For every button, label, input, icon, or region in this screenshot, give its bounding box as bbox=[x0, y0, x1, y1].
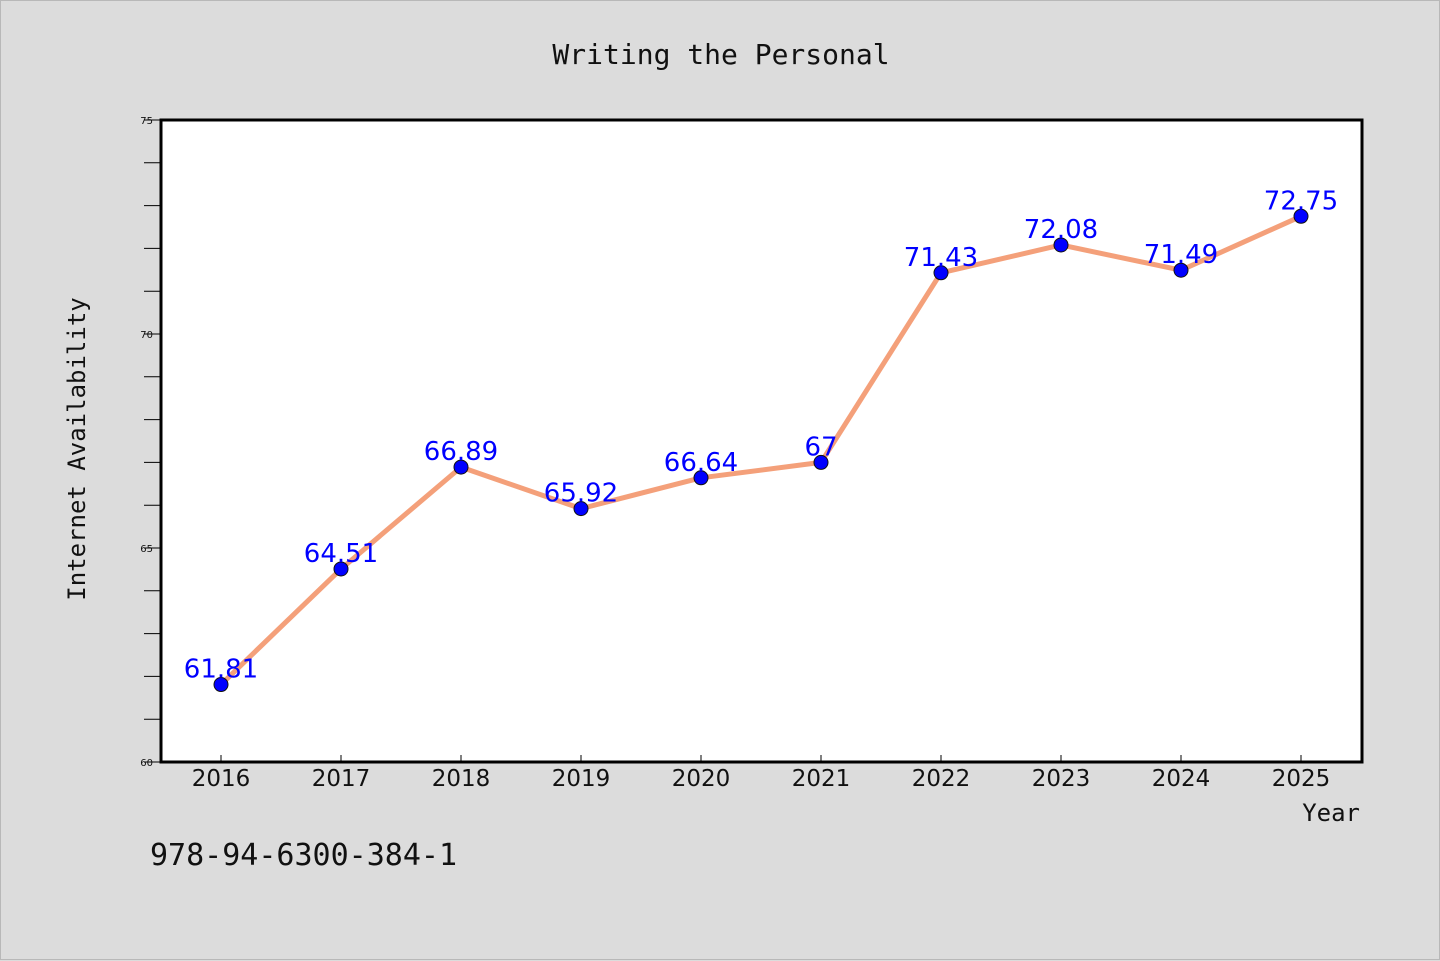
x-tick-label: 2019 bbox=[552, 766, 611, 792]
data-point bbox=[1293, 208, 1309, 224]
series-markers bbox=[213, 208, 1309, 693]
data-point bbox=[333, 561, 349, 577]
y-tick-label: 65 bbox=[140, 544, 153, 555]
data-point bbox=[1173, 262, 1189, 278]
x-axis-label: Year bbox=[1302, 799, 1360, 827]
x-tick-label: 2020 bbox=[672, 766, 731, 792]
y-tick-label: 75 bbox=[140, 116, 153, 127]
data-point bbox=[933, 265, 949, 281]
x-tick-label: 2024 bbox=[1152, 766, 1211, 792]
series-line-group bbox=[218, 213, 1304, 688]
isbn-text: 978-94-6300-384-1 bbox=[150, 838, 457, 873]
data-label: 61.81 bbox=[184, 655, 258, 685]
data-labels: 61.81 64.51 66.89 65.92 66.64 67 71.43 72.08 71.… bbox=[184, 186, 1338, 684]
data-label: 72.08 bbox=[1024, 215, 1098, 245]
data-label: 72.75 bbox=[1264, 186, 1338, 216]
x-tick-label: 2022 bbox=[912, 766, 971, 792]
y-tick-label: 70 bbox=[140, 330, 153, 341]
series-line bbox=[218, 213, 1304, 688]
y-axis-ticks: 60 65 70 75 bbox=[140, 116, 161, 769]
data-point bbox=[1053, 237, 1069, 253]
plot-area bbox=[159, 118, 1364, 764]
x-tick-label: 2025 bbox=[1272, 766, 1331, 792]
data-label: 71.43 bbox=[904, 243, 978, 273]
data-point bbox=[813, 454, 829, 470]
x-tick-label: 2016 bbox=[192, 766, 251, 792]
data-label: 66.89 bbox=[424, 437, 498, 467]
data-label: 67 bbox=[804, 432, 837, 462]
data-point bbox=[573, 501, 589, 517]
y-tick-label: 60 bbox=[140, 758, 153, 769]
x-tick-label: 2017 bbox=[312, 766, 371, 792]
x-tick-label: 2018 bbox=[432, 766, 491, 792]
data-label: 66.64 bbox=[664, 448, 738, 478]
data-point bbox=[213, 677, 229, 693]
data-label: 71.49 bbox=[1144, 240, 1218, 270]
data-label: 65.92 bbox=[544, 479, 618, 509]
data-point bbox=[693, 470, 709, 486]
x-tick-label: 2023 bbox=[1032, 766, 1091, 792]
chart-title: Writing the Personal bbox=[552, 38, 889, 71]
x-tick-label: 2021 bbox=[792, 766, 851, 792]
data-label: 64.51 bbox=[304, 539, 378, 569]
data-point bbox=[453, 459, 469, 475]
y-axis-label: Internet Availability bbox=[63, 297, 91, 600]
x-axis-ticks: 2016 2017 2018 2019 2020 2021 2022 2023 2024 2025 bbox=[192, 755, 1331, 792]
